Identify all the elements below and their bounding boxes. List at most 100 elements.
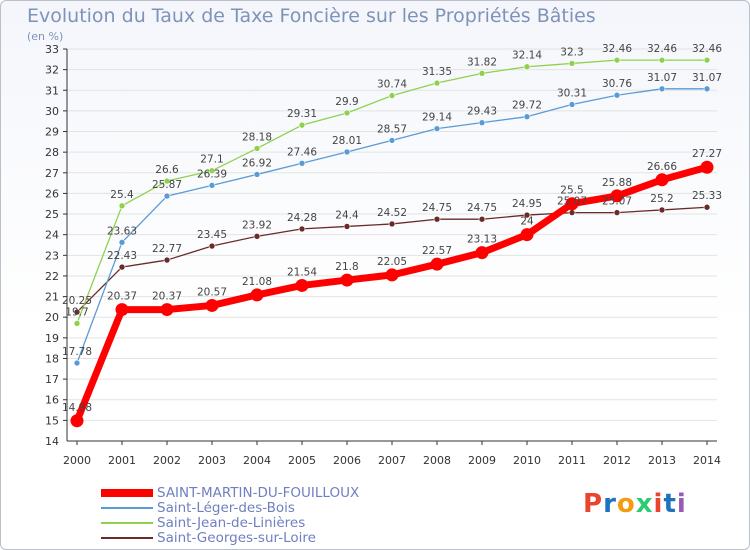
y-tick-label: 30 <box>45 105 59 118</box>
data-label: 28.18 <box>242 131 272 143</box>
data-label: 14.98 <box>62 402 92 414</box>
x-tick-label: 2003 <box>198 454 226 467</box>
data-label: 20.25 <box>62 295 92 307</box>
data-point <box>340 273 354 287</box>
y-tick-label: 17 <box>45 373 59 386</box>
data-point <box>475 246 489 260</box>
logo-letter: i <box>676 489 687 519</box>
y-tick-label: 29 <box>45 126 59 139</box>
x-tick-label: 2006 <box>333 454 361 467</box>
data-label: 23.45 <box>197 229 227 241</box>
x-tick-label: 2000 <box>63 454 91 467</box>
data-label: 32.46 <box>647 43 677 55</box>
data-point <box>118 263 126 271</box>
data-label: 24 <box>520 216 534 228</box>
logo-letter: o <box>616 489 636 519</box>
legend-swatch <box>101 522 153 524</box>
x-tick-label: 2001 <box>108 454 136 467</box>
data-label: 20.57 <box>197 286 227 298</box>
data-label: 23.13 <box>467 234 497 246</box>
data-label: 22.77 <box>152 243 182 255</box>
data-point <box>523 211 531 219</box>
data-label: 25.07 <box>557 196 587 208</box>
legend-swatch <box>101 489 153 497</box>
data-label: 26.92 <box>242 157 272 169</box>
data-label: 32.46 <box>602 43 632 55</box>
data-point <box>253 233 261 240</box>
y-tick-label: 22 <box>45 270 59 283</box>
data-point <box>613 91 621 99</box>
logo-letter: r <box>603 489 617 519</box>
x-tick-label: 2004 <box>243 454 271 467</box>
y-tick-label: 26 <box>45 187 59 200</box>
y-tick-label: 18 <box>45 352 59 365</box>
data-label: 25.07 <box>602 196 632 208</box>
data-point <box>163 177 171 185</box>
data-label: 29.9 <box>335 96 358 108</box>
data-label: 24.95 <box>512 198 542 210</box>
data-point <box>655 173 669 187</box>
logo-letter: t <box>663 489 677 519</box>
data-label: 25.2 <box>650 193 673 205</box>
data-label: 25.33 <box>692 190 722 202</box>
data-point <box>73 320 81 327</box>
data-point <box>430 257 444 271</box>
data-label: 19.7 <box>65 306 88 318</box>
legend-swatch <box>101 507 153 509</box>
data-point <box>253 171 261 178</box>
data-label: 27.1 <box>200 154 223 166</box>
data-label: 25.5 <box>560 185 583 197</box>
data-point <box>73 308 81 316</box>
x-tick-label: 2013 <box>648 454 676 467</box>
proxiti-logo: Proxiti <box>583 489 687 519</box>
chart-axes: 1516171819202122232425262728293031323314… <box>45 43 721 467</box>
data-point <box>610 189 624 203</box>
data-point <box>298 121 306 129</box>
data-label: 32.46 <box>692 43 722 55</box>
data-point <box>253 145 261 152</box>
x-tick-label: 2008 <box>423 454 451 467</box>
data-labels: 14.98 20.37 20.37 20.57 21.08 21.54 21.8 22.05 2… <box>62 43 722 414</box>
data-point <box>433 79 441 87</box>
data-point <box>703 203 711 211</box>
data-point <box>385 268 399 282</box>
data-point <box>568 209 576 216</box>
data-label: 23.63 <box>107 225 137 237</box>
data-label: 21.08 <box>242 276 272 288</box>
data-point <box>343 109 351 117</box>
y-tick-label: 23 <box>45 249 59 262</box>
data-point <box>118 202 126 210</box>
y-tick-label: 19 <box>45 332 59 345</box>
data-label: 25.4 <box>110 189 134 201</box>
data-point <box>295 278 309 292</box>
data-point <box>568 60 576 67</box>
y-tick-label: 27 <box>45 167 59 180</box>
logo-letter: P <box>583 489 604 519</box>
data-label: 32.3 <box>560 46 583 58</box>
data-point <box>565 197 579 211</box>
data-label: 24.4 <box>335 209 359 221</box>
x-tick-label: 2007 <box>378 454 406 467</box>
data-point <box>208 182 216 189</box>
logo-letter: x <box>635 489 654 519</box>
legend-label: Saint-Georges-sur-Loire <box>157 530 316 546</box>
data-point <box>298 225 306 233</box>
x-tick-label: 2010 <box>513 454 541 467</box>
data-label: 29.14 <box>422 112 452 124</box>
data-label: 27.27 <box>692 148 722 160</box>
data-label: 22.05 <box>377 256 407 268</box>
data-label: 24.75 <box>422 202 452 214</box>
data-label: 17.78 <box>62 346 92 358</box>
legend-label: SAINT-MARTIN-DU-FOUILLOUX <box>157 485 360 501</box>
data-point <box>205 298 219 312</box>
data-point <box>703 85 711 93</box>
x-tick-label: 2012 <box>603 454 631 467</box>
data-label: 25.88 <box>602 177 632 189</box>
chart-title: Evolution du Taux de Taxe Foncière sur l… <box>27 5 596 27</box>
y-tick-label: 28 <box>45 146 59 159</box>
y-tick-label: 24 <box>45 229 59 242</box>
data-point <box>163 192 171 200</box>
data-point <box>433 215 441 223</box>
